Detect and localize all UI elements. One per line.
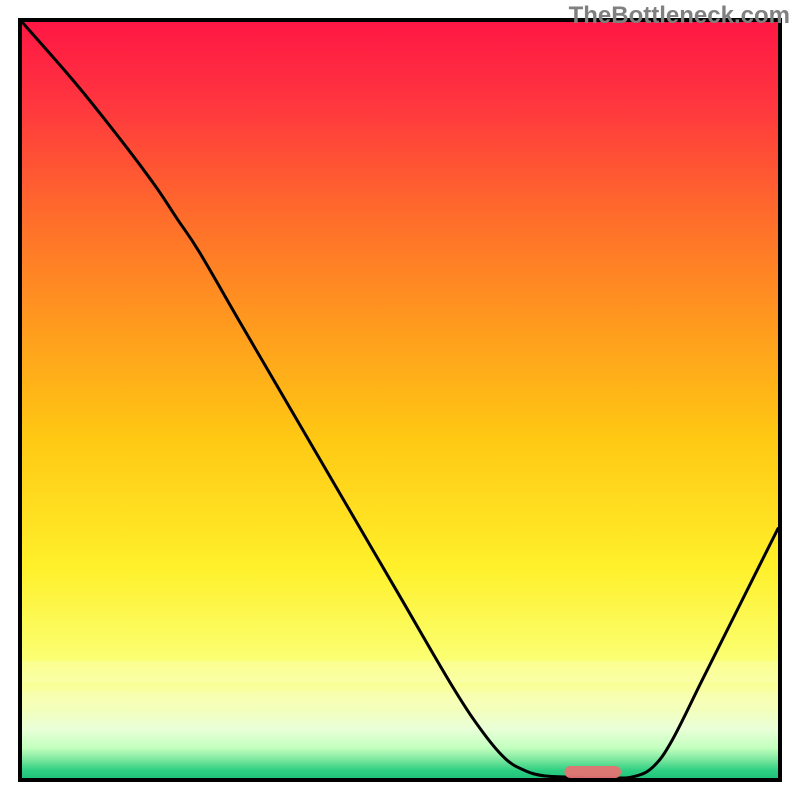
watermark-label: TheBottleneck.com: [569, 2, 790, 30]
chart-svg: [0, 0, 800, 800]
bottleneck-chart: TheBottleneck.com: [0, 0, 800, 800]
optimal-range-marker: [564, 766, 621, 778]
